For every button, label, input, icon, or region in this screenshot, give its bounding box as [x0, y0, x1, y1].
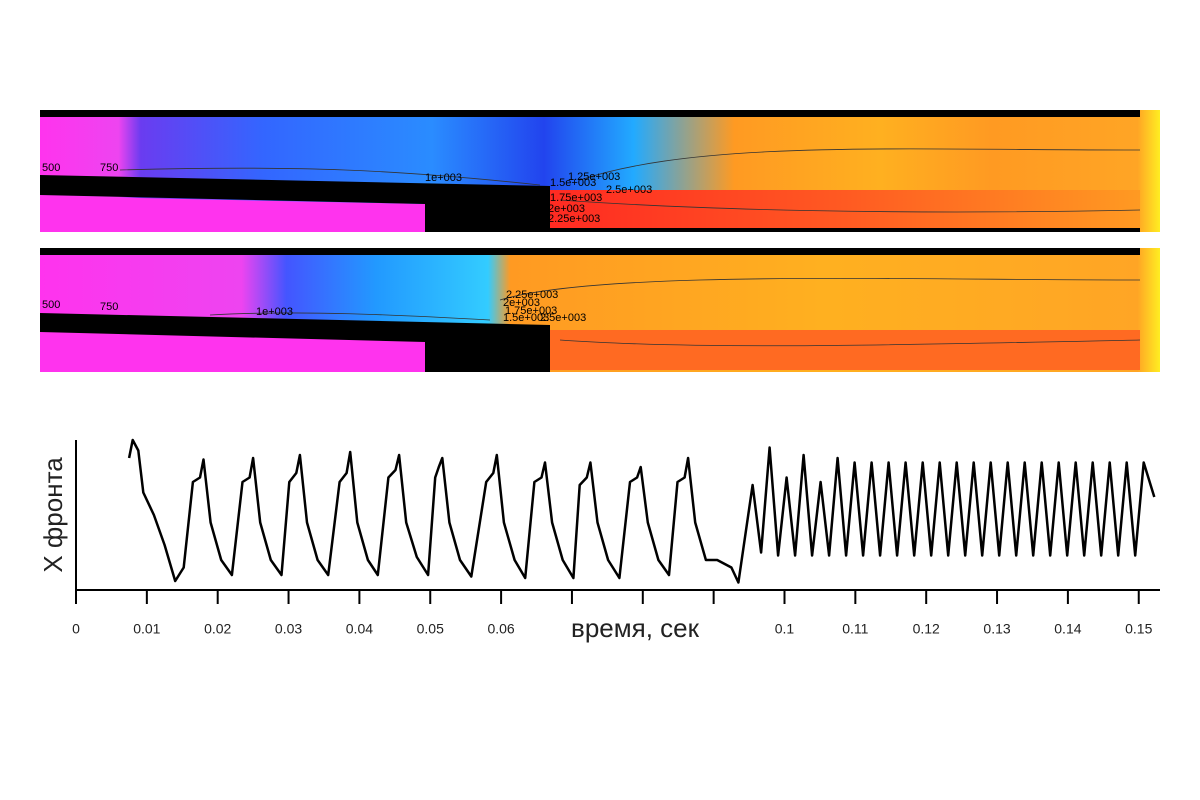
- x-tick-label: 0.01: [133, 621, 160, 637]
- data-line: [127, 438, 1156, 584]
- x-tick-label: 0.14: [1054, 621, 1081, 637]
- x-tick-label: 0.13: [983, 621, 1010, 637]
- x-tick-label: 0.15: [1125, 621, 1152, 637]
- contour-label: 1.25e+003: [568, 171, 620, 183]
- contour-label: 500: [42, 299, 60, 311]
- x-tick-label: 0.05: [417, 621, 444, 637]
- x-tick-label: 0.1: [775, 621, 795, 637]
- contour-label: 2e+003: [548, 203, 585, 215]
- contour-label: 2.5e+003: [606, 184, 652, 196]
- x-tick-label: 0.04: [346, 621, 373, 637]
- y-axis-label: X фронта: [38, 457, 68, 573]
- contour-label: 1.5e+003: [503, 312, 549, 324]
- contour-label: 1e+003: [425, 172, 462, 184]
- x-tick-label: 0.12: [913, 621, 940, 637]
- contour-label: 750: [100, 162, 118, 174]
- contour-panel: [40, 248, 1160, 372]
- contour-label: 2.25e+003: [548, 213, 600, 225]
- contour-label: 2.25e+003: [506, 289, 558, 301]
- contour-label: 1.75e+003: [505, 305, 557, 317]
- contour-panel: [40, 110, 1160, 232]
- contour-label: 2.5e+003: [540, 312, 586, 324]
- x-axis-label: время, сек: [571, 613, 700, 643]
- contour-label: 750: [100, 301, 118, 313]
- contour-label: 1e+003: [256, 306, 293, 318]
- x-tick-label: 0.02: [204, 621, 231, 637]
- contour-label: 1.75e+003: [550, 192, 602, 204]
- contour-label: 1.5e+003: [550, 177, 596, 189]
- x-tick-label: 0.06: [487, 621, 514, 637]
- x-tick-label: 0.11: [842, 621, 868, 637]
- contour-label: 500: [42, 162, 60, 174]
- contour-label: 2e+003: [503, 297, 540, 309]
- x-tick-label: 0.03: [275, 621, 302, 637]
- x-tick-label: 0: [72, 621, 80, 637]
